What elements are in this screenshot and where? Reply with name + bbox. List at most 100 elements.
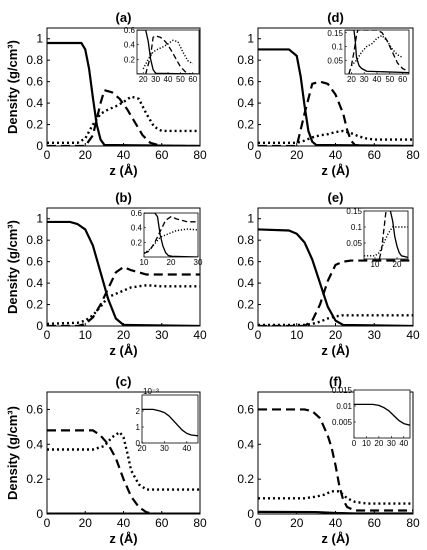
series-line-dashed [258,408,413,512]
series-line-dotted [47,284,200,326]
y-tick-label: 0.4 [26,276,43,290]
inset-x-tick-label: 10 [140,258,149,267]
series-line-dashed [258,259,413,326]
y-axis-label: Density (g/cm³) [5,220,20,314]
panel-title: (f) [329,374,342,389]
inset-y-tick-label: 0.6 [124,26,136,35]
x-axis-label: z (Å) [109,531,137,546]
x-axis-label: z (Å) [321,163,349,178]
x-axis-label: z (Å) [109,343,137,358]
inset-y-tick-label: 0.05 [327,56,343,65]
series-line-dashed [47,89,200,146]
x-tick-label: 40 [117,516,131,530]
inset-x-tick-label: 50 [385,75,394,84]
inset-frame [353,389,411,439]
series-line-dotted [144,228,198,254]
y-tick-label: 0.8 [237,233,254,247]
panel-a: 0 20 40 60 80 0 0.2 0.4 0.6 0.8 1 (a) z (Å) Density (… [5,10,207,178]
inset-y-tick-label: 0.005 [332,418,353,427]
inset-y-tick-label: 0.2 [131,238,143,247]
x-tick-label: 20 [290,516,304,530]
series-line-solid [47,220,200,326]
x-tick-label: 20 [79,148,93,162]
inset-a: 20 30 40 50 60 0.2 0.4 0.6 [124,26,200,84]
series-line-dotted [258,129,413,144]
x-tick-label: 20 [79,516,93,530]
x-tick-label: 0 [44,516,51,530]
series-line-dashed [258,80,413,146]
y-tick-label: 1 [247,212,254,226]
x-tick-label: 40 [193,328,207,342]
x-tick-label: 80 [406,148,420,162]
series-line-dashed [47,265,200,326]
inset-x-tick-label: 0 [352,439,357,448]
inset-background [364,211,408,259]
panel-e: 0 10 20 30 40 0 0.2 0.4 0.6 0.8 1 (e) z (Å) 10 20 0.05 0… [237,190,420,358]
y-tick-label: 0.2 [26,298,43,312]
y-tick-label: 0 [247,319,254,333]
x-tick-label: 20 [290,148,304,162]
series-line-dotted [47,95,200,144]
y-tick-label: 0.8 [26,53,43,67]
series-line-dotted [47,430,200,491]
y-tick-label: 0.8 [237,53,254,67]
inset-y-tick-label: 0.1 [351,223,363,232]
inset-b: 10 20 30 0.2 0.4 0.6 [131,209,203,267]
x-tick-label: 40 [329,516,343,530]
y-tick-label: 0.6 [26,402,43,416]
y-tick-label: 1 [247,32,254,46]
y-tick-label: 0 [36,319,43,333]
x-tick-label: 80 [193,148,207,162]
inset-background [144,213,198,257]
inset-background [142,395,198,443]
inset-y-tick-label: 0.1 [332,43,344,52]
y-tick-label: 0.8 [26,233,43,247]
x-tick-label: 80 [193,516,207,530]
y-tick-label: 0.2 [237,298,254,312]
inset-x-tick-label: 20 [139,75,148,84]
inset-y-tick-label: 0.015 [332,386,353,395]
y-tick-label: 0.4 [237,276,254,290]
inset-y-tick-label: 0.15 [327,29,343,38]
series-line-solid [258,48,413,146]
y-tick-label: 1 [36,32,43,46]
panel-title: (d) [327,10,344,25]
inset-x-tick-label: 30 [151,75,160,84]
inset-y-exponent: 10⁻³ [143,387,159,396]
x-tick-label: 40 [406,328,420,342]
inset-x-tick-label: 30 [387,439,396,448]
y-tick-label: 0.6 [237,75,254,89]
y-axis-label: Density (g/cm³) [5,406,20,500]
inset-e: 10 20 0.05 0.1 0.15 [346,207,409,269]
series-line-solid [142,408,198,437]
y-tick-label: 0.4 [237,96,254,110]
x-tick-label: 0 [255,328,262,342]
inset-c: 20 30 40 0 1 2 10⁻³ [136,387,199,453]
x-tick-label: 10 [79,328,93,342]
series-line-dotted [350,34,403,67]
panel-b: 0 10 20 30 40 0 0.2 0.4 0.6 0.8 1 (b) z (Å) Density (… [5,190,207,358]
series-line-solid [354,403,410,426]
x-tick-label: 60 [368,148,382,162]
x-tick-label: 0 [255,516,262,530]
series-line-solid [144,213,198,257]
inset-background [354,390,410,438]
x-tick-label: 20 [117,328,131,342]
x-tick-label: 20 [329,328,343,342]
series-line-dashed [378,211,387,259]
inset-frame [363,210,409,260]
inset-x-tick-label: 10 [371,260,380,269]
inset-y-tick-label: 1 [136,423,141,432]
inset-y-tick-label: 0.4 [131,224,143,233]
x-tick-label: 0 [255,148,262,162]
inset-x-tick-label: 40 [373,75,382,84]
inset-x-tick-label: 50 [176,75,185,84]
series-line-dotted [364,226,408,257]
inset-x-tick-label: 60 [398,75,407,84]
series-line-dashed [144,216,198,254]
y-tick-label: 0.4 [26,96,43,110]
inset-y-tick-label: 0.6 [131,209,143,218]
x-tick-label: 80 [406,516,420,530]
y-tick-label: 0.6 [237,402,254,416]
